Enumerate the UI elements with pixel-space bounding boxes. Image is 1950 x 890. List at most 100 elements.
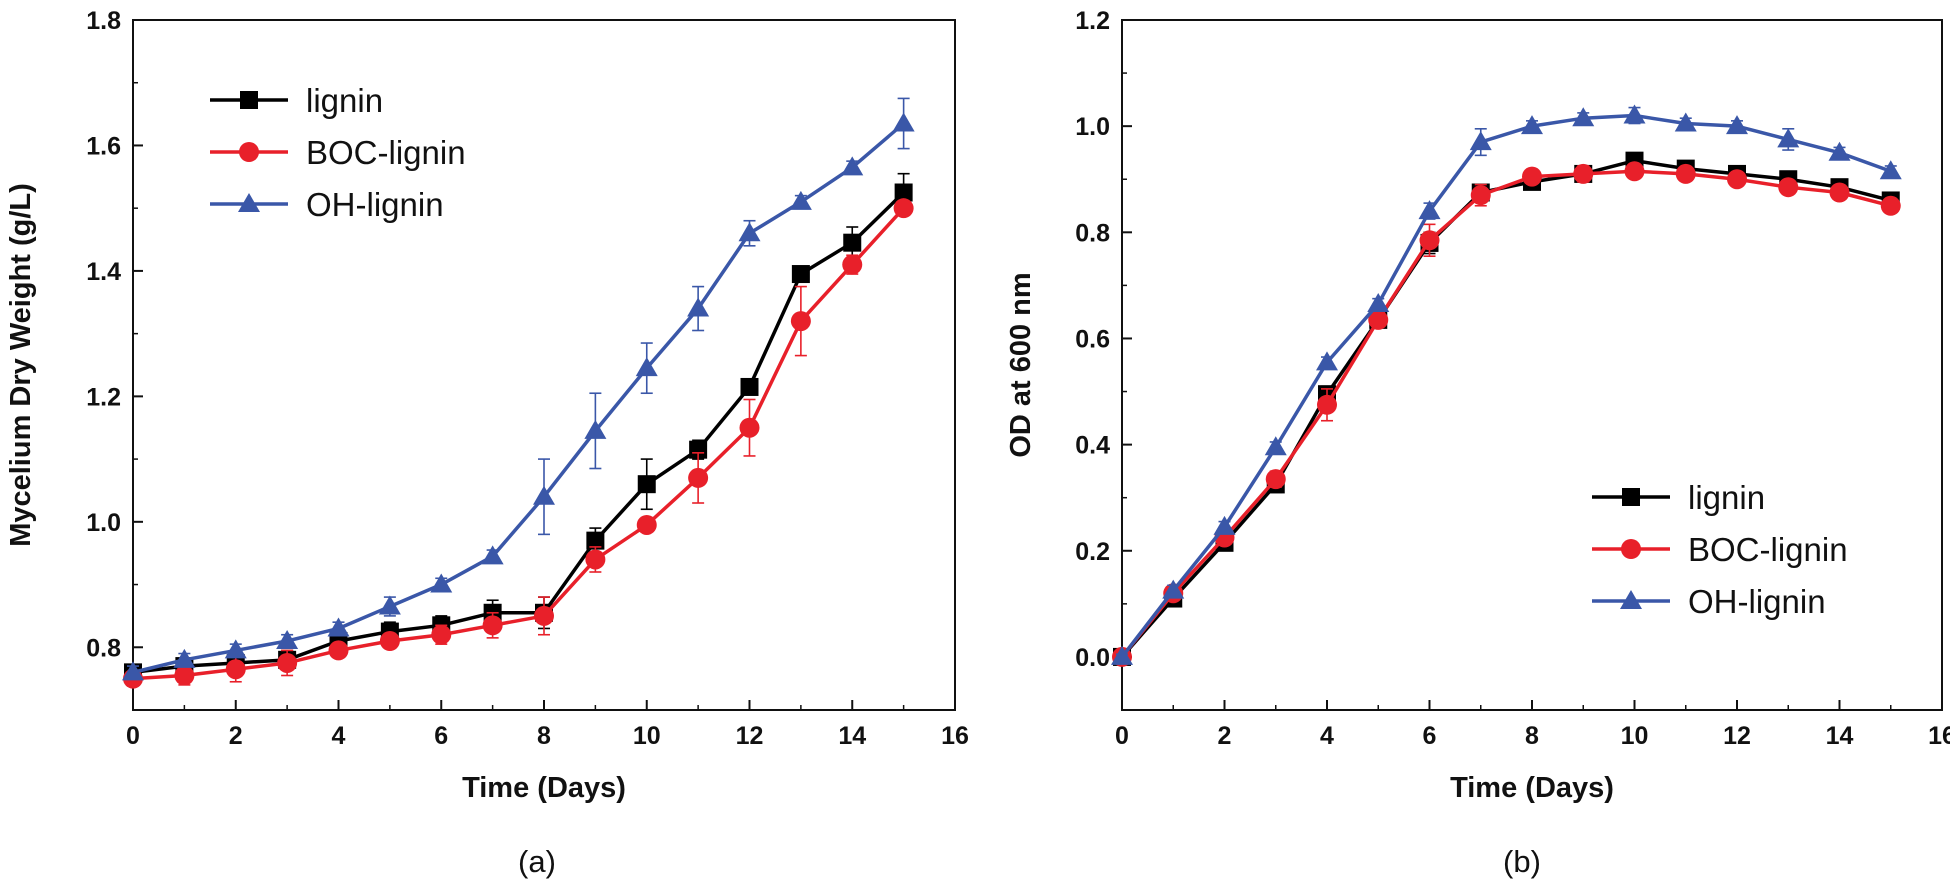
chart-a-series-boc-lignin-line [132,207,905,681]
chart-a-series-oh-lignin-point [892,112,915,132]
chart-b-legend-marker [1622,488,1640,506]
chart-a-x-tick-label: 6 [434,722,448,750]
chart-b-y-tick-label: 0.4 [1075,432,1110,460]
chart-b-legend-marker [1621,539,1641,559]
chart-b-series-oh-lignin-point [1469,131,1492,151]
chart-a-series-lignin-point [689,440,708,459]
chart-a-series-oh-lignin-point [738,222,761,242]
chart-a-series-oh-lignin-point [224,639,247,659]
chart-a-series-boc-lignin-point [790,311,811,332]
chart-a-series-oh-lignin-point [122,661,144,681]
chart-a-x-tick-label: 14 [838,722,866,750]
chart-b-series-boc-lignin-point [1522,166,1542,187]
chart-b-y-tick-label: 0.6 [1075,325,1110,353]
chart-a-series-oh-lignin-point [378,595,401,615]
chart-a-legend-label: BOC-lignin [306,134,466,171]
chart-b-series-boc-lignin-point [1470,185,1491,206]
chart-a-series-lignin-point [843,233,862,252]
chart-a-series-lignin-point [791,265,810,284]
chart-b-y-tick-label: 1.0 [1075,113,1110,141]
chart-a-series-oh-lignin-point [276,630,299,649]
chart-b-series-oh-lignin-point [1726,115,1748,135]
chart-b: 0 2 4 6 8 10 12 14 16 0.0 0.2 0.4 0.6 0.8 1.0 1.2 Time (… [1005,7,1950,879]
chart-a-series-oh-lignin-point [327,617,350,637]
chart-b-series-boc-lignin-line [1120,169,1892,659]
chart-a-legend-marker [240,91,258,109]
chart-b-series-oh-lignin-point [1879,160,1902,180]
chart-b-x-tick-label: 8 [1525,722,1539,750]
chart-a-series-boc-lignin-point [585,549,606,570]
chart-a-x-tick-label: 0 [126,722,140,750]
chart-a-y-tick-label: 1.6 [86,132,121,160]
chart-b-series-oh-lignin-point [1572,107,1595,127]
chart-a-series-oh-lignin [122,97,915,681]
chart-b-series-boc-lignin-point [1778,177,1799,198]
chart-a-series-lignin-point [740,377,759,396]
chart-a-series-lignin [124,172,913,682]
chart-b-x-tick-label: 12 [1723,722,1751,750]
chart-a-series-boc-lignin-point [277,652,298,673]
chart-a-x-tick-label: 4 [332,722,346,750]
chart-a-x-tick-label: 2 [229,722,243,750]
chart-a-series-boc-lignin-point [842,254,863,275]
chart-b-panel-label: (b) [1503,844,1541,879]
chart-b-series-boc-lignin-point [1317,394,1337,415]
chart-b-series-oh-lignin-point [1367,292,1390,312]
chart-a-series-boc-lignin-point [482,615,503,636]
chart-a-x-tick-label: 10 [633,722,661,750]
chart-b-y-tick-label: 0.0 [1075,644,1110,672]
chart-b-series-oh-lignin-point [1111,645,1133,665]
chart-a-y-axis-label: Mycelium Dry Weight (g/L) [5,183,37,547]
chart-b-series-oh-lignin-point [1264,436,1287,456]
chart-b-legend-label: lignin [1688,479,1765,516]
chart-b-x-tick-label: 4 [1320,722,1334,750]
chart-b-x-tick-label: 16 [1928,722,1950,750]
chart-b-x-tick-label: 10 [1621,722,1649,750]
chart-a-series-boc-lignin-point [225,659,246,680]
chart-b-series-oh-lignin-point [1674,112,1697,132]
chart-b-x-tick-label: 0 [1115,722,1129,750]
chart-a: 0 2 4 6 8 10 12 14 16 0.8 1.0 1.2 1.4 1.6 1.8 Time (Day… [5,7,969,879]
chart-b-legend-marker [1620,590,1642,609]
chart-a-series-lignin-point [637,475,656,494]
chart-b-series-oh-lignin-point [1521,115,1543,135]
chart-a-panel-label: (a) [518,844,556,879]
chart-b-series-oh-lignin [1111,104,1902,665]
chart-b-series-boc-lignin-point [1419,230,1440,251]
chart-b-series-oh-lignin-point [1777,128,1800,148]
chart-a-series-oh-lignin-point [635,357,658,377]
chart-a-y-tick-label: 1.0 [86,509,121,537]
chart-a-series-boc-lignin-point [379,631,400,651]
chart-a-series-lignin-line [132,191,905,675]
chart-b-series-boc-lignin-point [1727,169,1747,190]
chart-a-series-oh-lignin-point [584,419,607,439]
chart-b-series-boc-lignin-point [1624,161,1645,182]
chart-b-legend: lignin BOC-lignin OH-lignin [1592,479,1848,620]
chart-b-legend-label: OH-lignin [1688,583,1826,620]
chart-a-x-axis-label: Time (Days) [462,772,626,804]
chart-b-series-boc-lignin-point [1368,309,1389,330]
chart-b-series-oh-lignin-point [1418,200,1441,220]
chart-b-series-oh-lignin-point [1623,104,1646,124]
chart-b-series-oh-lignin-point [1213,515,1236,535]
chart-b-y-tick-label: 1.2 [1075,7,1110,35]
chart-a-legend-marker [239,142,259,162]
chart-b-series-boc-lignin-point [1829,182,1850,203]
chart-b-series-oh-lignin-point [1162,579,1185,599]
chart-a-series-oh-lignin-point [789,190,812,210]
chart-b-y-tick-label: 0.8 [1075,219,1110,247]
chart-b-x-tick-label: 6 [1423,722,1437,750]
chart-b-series-boc-lignin-point [1675,163,1696,184]
chart-a-series-boc-lignin-point [174,665,195,686]
chart-a-series-boc-lignin-point [636,514,657,535]
chart-a-series-oh-lignin-point [430,573,453,593]
chart-a-series-boc-lignin-point [739,417,760,438]
chart-b-series-boc-lignin-point [1265,469,1286,490]
chart-b-x-tick-label: 14 [1826,722,1854,750]
chart-b-series-oh-lignin-line [1120,113,1892,658]
chart-a-series-oh-lignin-point [841,156,864,176]
chart-a-y-tick-label: 1.8 [86,7,121,35]
chart-b-legend-label: BOC-lignin [1688,531,1848,568]
chart-a-series-boc-lignin-point [688,467,709,488]
